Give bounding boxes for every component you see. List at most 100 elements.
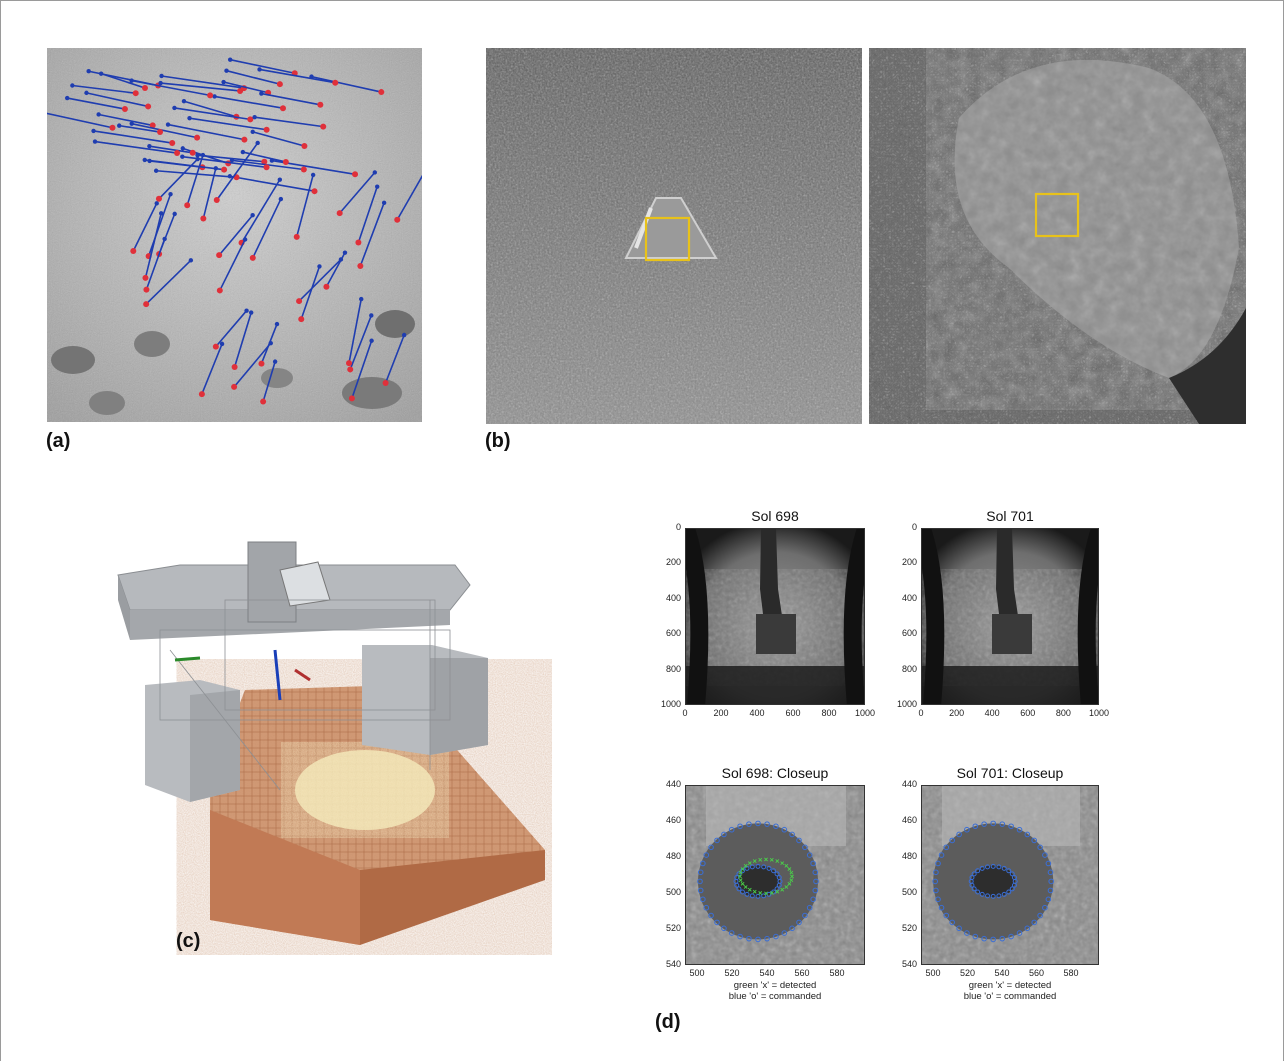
feature-track-line: [348, 298, 363, 364]
feature-track-end: [300, 166, 307, 173]
feature-track-line: [351, 340, 373, 399]
feature-track-end: [296, 298, 303, 305]
feature-track-start: [250, 213, 255, 218]
feature-track-line: [261, 92, 321, 106]
feature-track-end: [293, 233, 300, 240]
feature-track-end: [298, 316, 305, 323]
feature-track-start: [98, 71, 104, 76]
feature-track-line: [298, 258, 342, 302]
feature-track-end: [382, 380, 389, 387]
feature-track-line: [384, 334, 405, 384]
subplot-title: Sol 701: Closeup: [956, 765, 1064, 781]
robotic-arm: [996, 529, 1020, 639]
feature-track-end: [347, 366, 354, 373]
feature-track-line: [167, 123, 245, 141]
feature-track-line: [160, 82, 241, 92]
feature-track-start: [375, 184, 380, 189]
y-tick-label: 0: [911, 522, 917, 532]
feature-track-start: [359, 296, 364, 302]
rover-arm-3d-simulation: [100, 540, 552, 955]
subplot-title: Sol 698: Closeup: [721, 765, 829, 781]
feature-track-end: [200, 215, 207, 222]
y-tick-label: 0: [675, 522, 681, 532]
feature-track-end: [282, 158, 289, 165]
x-tick-label: 1000: [1088, 708, 1110, 718]
feature-track-line: [100, 72, 146, 89]
y-tick-label: 500: [665, 887, 681, 897]
feature-track-line: [226, 69, 281, 85]
feature-track-line: [295, 174, 314, 238]
x-tick-label: 580: [1063, 968, 1079, 978]
y-tick-label: 800: [901, 663, 917, 674]
feature-track-end: [143, 301, 150, 308]
x-tick-label: 1000: [854, 708, 876, 718]
panel-label-d: (d): [655, 1011, 681, 1033]
feature-track-end: [231, 363, 238, 370]
feature-track-end: [260, 398, 267, 405]
feature-track-line: [223, 81, 269, 94]
rock: [375, 310, 415, 338]
camera-image: [921, 528, 1099, 705]
y-tick-label: 500: [901, 887, 917, 897]
x-tick-label: 540: [994, 968, 1010, 978]
feature-track-line: [183, 100, 237, 118]
feature-track-line: [86, 92, 149, 108]
feature-track-end: [169, 140, 176, 147]
feature-track-start: [257, 67, 262, 72]
feature-track-start: [272, 359, 278, 364]
feature-track-line: [145, 259, 192, 305]
panel-label-b: (b): [485, 430, 511, 452]
feature-track-start: [129, 121, 134, 126]
feature-track-line: [219, 239, 246, 291]
feature-track-line: [216, 142, 259, 201]
feature-track-end: [394, 216, 401, 223]
feature-track-start: [162, 236, 167, 242]
feature-track-line: [132, 203, 158, 252]
feature-track-start: [372, 170, 377, 175]
y-tick-label: 1000: [660, 699, 681, 709]
feature-track-start: [96, 112, 101, 117]
feature-track-end: [323, 283, 330, 290]
feature-track-line: [119, 124, 161, 133]
feature-track-start: [154, 201, 159, 206]
feature-track-end: [141, 84, 148, 91]
y-tick-label: 520: [901, 923, 917, 933]
legend-commanded: blue 'o' = commanded: [963, 991, 1057, 1002]
x-tick-label: 520: [724, 968, 740, 978]
feature-track-end: [213, 197, 220, 204]
feature-track-line: [357, 186, 378, 243]
feature-track-line: [131, 79, 211, 97]
feature-track-start: [224, 68, 229, 73]
feature-track-line: [359, 202, 385, 267]
y-tick-label: 400: [901, 592, 917, 603]
feature-track-start: [153, 168, 159, 173]
feature-track-line: [189, 117, 267, 131]
feature-track-start: [180, 146, 185, 151]
feature-track-end: [221, 166, 228, 173]
feature-track-start: [92, 139, 98, 144]
feature-track-end: [355, 239, 362, 246]
feature-track-start: [64, 95, 70, 101]
feature-track-line: [202, 168, 217, 219]
feature-track-start: [259, 91, 264, 96]
feature-track-end: [378, 89, 385, 96]
feature-track-line: [215, 310, 248, 348]
x-tick-label: 500: [689, 968, 705, 978]
y-tick-label: 600: [665, 628, 681, 639]
feature-track-line: [158, 158, 199, 200]
legend-detected: green 'x' = detected: [968, 980, 1052, 991]
feature-track-line: [144, 213, 162, 279]
feature-track-start: [200, 152, 206, 158]
feature-track-end: [241, 136, 248, 143]
y-tick-label: 1000: [896, 699, 917, 709]
feature-track-line: [186, 154, 204, 206]
feature-track-start: [187, 115, 192, 121]
feature-track-start: [213, 166, 218, 171]
feature-track-line: [260, 323, 278, 364]
feature-track-start: [229, 158, 235, 163]
feature-track-line: [229, 175, 315, 192]
feature-track-end: [216, 252, 223, 259]
feature-track-line: [262, 361, 276, 402]
feature-track-start: [168, 191, 173, 197]
x-tick-label: 400: [984, 708, 1000, 718]
